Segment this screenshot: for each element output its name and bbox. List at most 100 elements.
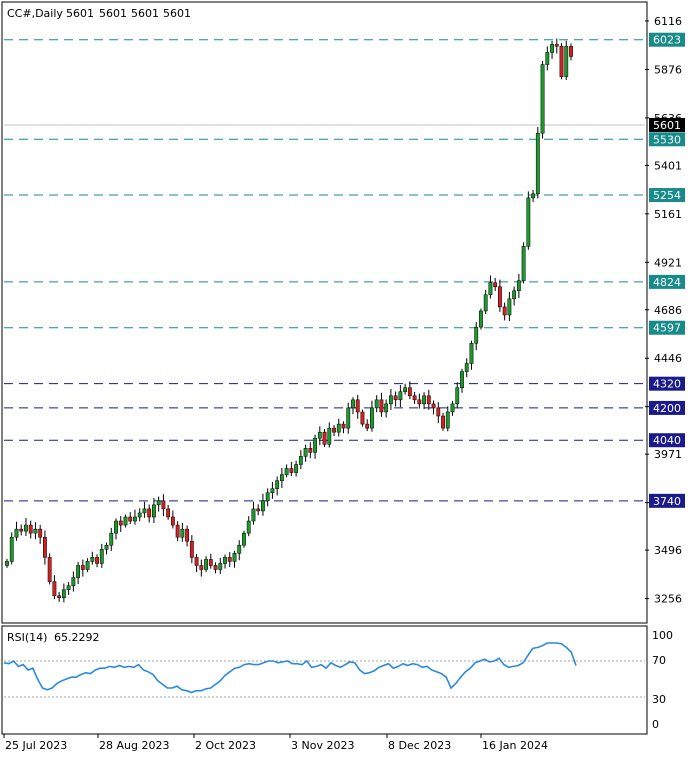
rsi-line — [3, 642, 577, 694]
y-tick-label: 4446 — [654, 352, 682, 365]
candle-body — [502, 306, 507, 316]
candle-body — [175, 524, 180, 538]
candle-body — [66, 585, 71, 590]
candle-body — [38, 528, 43, 538]
candle-body — [479, 310, 483, 328]
candle-body — [57, 595, 62, 599]
candle-body — [170, 516, 175, 526]
candle-body — [493, 282, 498, 287]
ohlc-open: 5601 — [66, 7, 94, 20]
candle-body — [270, 488, 275, 494]
candle-body — [256, 508, 261, 512]
x-tick-label: 8 Dec 2023 — [388, 739, 451, 752]
candle-body — [76, 565, 81, 578]
candle-body — [441, 415, 445, 429]
candle-body — [232, 553, 237, 562]
rsi-value: 65.2292 — [54, 631, 100, 644]
candle-body — [403, 387, 408, 393]
candle-body — [242, 532, 246, 546]
y-tick-label: 6116 — [654, 15, 682, 28]
level-tag-bg — [649, 32, 685, 47]
y-tick-label: 3496 — [654, 544, 682, 557]
candle-body — [128, 516, 133, 522]
candle-body — [431, 403, 436, 409]
level-tag-bg — [649, 376, 685, 391]
candle-body — [550, 44, 554, 53]
y-tick-label: 5876 — [654, 63, 682, 76]
candle-body — [213, 565, 218, 570]
candle-body — [341, 423, 346, 429]
candle-body — [332, 427, 336, 433]
candle-body — [351, 399, 355, 409]
ohlc-low: 5601 — [131, 7, 159, 20]
candle-body — [237, 545, 242, 554]
candle-body — [370, 407, 374, 429]
candle-body — [52, 581, 57, 597]
candle-body — [142, 508, 147, 514]
candle-body — [275, 480, 280, 489]
candle-body — [507, 298, 512, 316]
candle-body — [308, 448, 313, 453]
candle-body — [540, 64, 545, 134]
candle-body — [185, 528, 190, 542]
candle-body — [118, 520, 123, 526]
level-tag-bg — [649, 188, 685, 203]
level-tag-3740: 3740 — [653, 495, 681, 508]
candle-body — [336, 423, 341, 433]
candle-body — [554, 44, 559, 47]
candle-body — [47, 557, 52, 582]
candle-body — [28, 524, 33, 534]
level-tag-4824: 4824 — [653, 276, 681, 289]
candle-body — [99, 549, 104, 564]
candle-body — [147, 508, 152, 518]
time-axis: 25 Jul 2023 28 Aug 2023 2 Oct 2023 3 Nov 20… — [3, 734, 548, 752]
candle-body — [43, 536, 47, 558]
candle-body — [535, 132, 540, 195]
candle-body — [379, 399, 384, 413]
candle-body — [469, 343, 474, 364]
candle-body — [322, 431, 327, 445]
candle-body — [24, 524, 28, 532]
candle-body — [374, 399, 379, 409]
candle-body — [5, 561, 9, 566]
candle-body — [512, 290, 517, 300]
y-tick-label: 5401 — [654, 159, 682, 172]
candle-body — [208, 559, 213, 566]
symbol-label: CC#,Daily — [7, 7, 63, 20]
candle-body — [294, 464, 299, 473]
candle-body — [436, 407, 441, 417]
candles-group — [5, 38, 573, 603]
candle-body — [161, 500, 166, 510]
level-tag-5530: 5530 — [653, 133, 681, 146]
candle-body — [114, 520, 118, 534]
level-tag-4597: 4597 — [653, 322, 681, 335]
candle-body — [251, 508, 256, 522]
candle-body — [265, 492, 270, 502]
level-tag-4040: 4040 — [653, 434, 681, 447]
candle-body — [412, 395, 417, 401]
candle-body — [346, 407, 351, 429]
candle-body — [9, 536, 14, 562]
candle-body — [180, 528, 185, 538]
candle-body — [199, 565, 204, 570]
rsi-level-0: 0 — [652, 718, 659, 731]
candle-body — [109, 532, 114, 546]
candle-body — [417, 399, 422, 405]
current-price-tag: 5601 — [653, 119, 681, 132]
candle-body — [559, 46, 564, 77]
candle-body — [33, 528, 38, 534]
candle-body — [152, 504, 156, 518]
candle-body — [189, 540, 194, 558]
ohlc-close: 5601 — [163, 7, 191, 20]
candle-body — [460, 371, 464, 388]
level-tag-bg — [649, 400, 685, 415]
x-tick-label: 28 Aug 2023 — [99, 739, 169, 752]
candle-body — [80, 565, 85, 570]
x-tick-label: 2 Oct 2023 — [195, 739, 256, 752]
candle-body — [303, 448, 308, 457]
candle-body — [488, 282, 493, 296]
candle-body — [133, 516, 137, 522]
current-price-tag-bg — [649, 117, 685, 132]
candle-body — [516, 280, 521, 292]
